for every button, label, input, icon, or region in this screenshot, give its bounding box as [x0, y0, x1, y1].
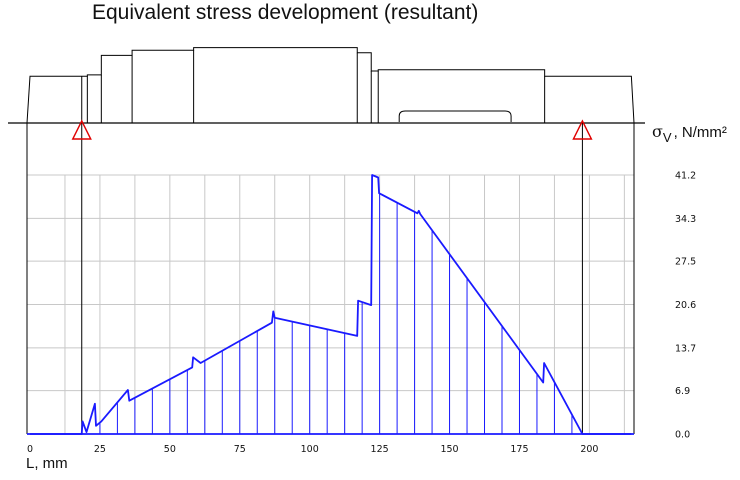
- x-tick-label: 150: [440, 444, 458, 455]
- shaft-outline: [26, 47, 635, 124]
- supports: [71, 119, 593, 140]
- stress-series: [27, 174, 634, 435]
- x-tick-label: 25: [94, 444, 106, 455]
- chart-frame: [26, 123, 635, 434]
- x-tick-label: 0: [27, 444, 33, 455]
- y-tick-label: 34.3: [675, 214, 696, 225]
- y-tick-label: 20.6: [675, 300, 696, 311]
- y-tick-label: 13.7: [675, 343, 696, 354]
- chart-title: Equivalent stress development (resultant…: [92, 1, 479, 24]
- x-tick-label: 175: [510, 444, 528, 455]
- y-axis-label: σV, N/mm²: [652, 122, 727, 145]
- y-axis-label-symbol: σ: [652, 122, 663, 141]
- support-triangle: [572, 119, 593, 140]
- shaft-profile: [8, 47, 645, 124]
- y-axis-label-unit: , N/mm²: [673, 124, 727, 141]
- y-tick-label: 0.0: [675, 430, 690, 441]
- x-tick-label: 75: [234, 444, 246, 455]
- stress-hatching: [99, 193, 573, 434]
- y-tick-labels: 41.2 34.3 27.5 20.6 13.7 6.9 0.0: [675, 171, 696, 441]
- x-tick-label: 200: [580, 444, 598, 455]
- y-tick-label: 27.5: [675, 257, 696, 268]
- x-tick-label: 125: [371, 444, 389, 455]
- x-axis-label: L, mm: [26, 455, 68, 472]
- x-tick-label: 50: [164, 444, 176, 455]
- x-tick-labels: 0 25 50 75 100 125 150 175 200: [27, 444, 598, 455]
- y-tick-label: 41.2: [675, 171, 696, 182]
- y-tick-label: 6.9: [675, 386, 690, 397]
- keyway-outline: [398, 110, 512, 122]
- x-tick-label: 100: [301, 444, 319, 455]
- support-triangle: [71, 119, 92, 140]
- grid: [27, 174, 634, 435]
- stress-line: [30, 174, 632, 435]
- y-axis-label-subscript: V: [662, 130, 672, 145]
